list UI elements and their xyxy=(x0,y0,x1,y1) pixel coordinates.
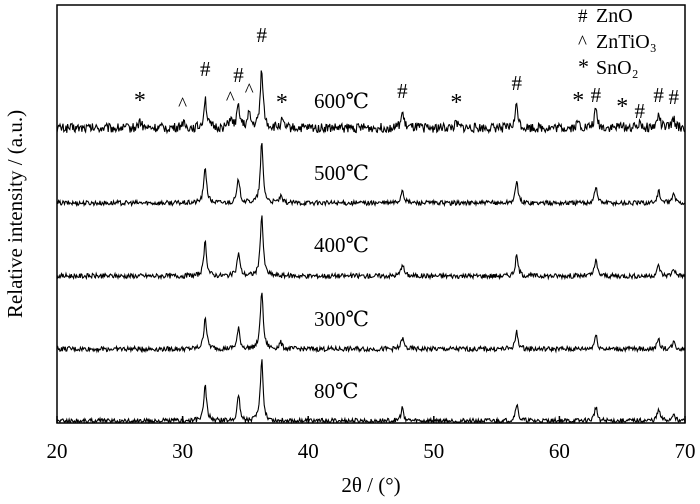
series-label: 600℃ xyxy=(314,89,369,113)
peak-marker: ^ xyxy=(226,88,235,109)
peak-marker: * xyxy=(276,90,288,116)
peak-marker: # xyxy=(511,71,522,95)
series-line xyxy=(56,142,686,208)
legend-symbol: * xyxy=(578,54,589,79)
y-axis-label: Relative intensity / (a.u.) xyxy=(3,110,27,318)
peak-marker: # xyxy=(397,79,408,103)
peak-marker-layer: * ^#^#^#* # *#* # * ## # xyxy=(134,23,680,123)
legend-symbol: # xyxy=(578,6,588,27)
x-tick-label: 60 xyxy=(549,439,570,463)
series-label: 500℃ xyxy=(314,161,369,185)
plot-frame xyxy=(56,4,686,424)
peak-marker: ^ xyxy=(178,94,187,115)
series-line xyxy=(56,215,686,281)
peak-marker: * xyxy=(572,88,584,114)
x-axis-ticks: 20 30 40 50 60 70 xyxy=(47,416,696,463)
peak-marker: # xyxy=(233,63,244,87)
x-axis-label: 2θ / (°) xyxy=(341,473,400,497)
x-tick-label: 70 xyxy=(675,439,696,463)
legend-label: ZnO xyxy=(596,5,633,27)
peak-marker: # xyxy=(668,85,679,109)
peak-marker: # xyxy=(635,99,646,123)
peak-marker: ^ xyxy=(245,80,254,101)
series-line xyxy=(56,359,686,425)
peak-marker: # xyxy=(591,83,602,107)
series-label-layer: 600℃ 500℃ 400℃ 300℃ 80℃ xyxy=(314,89,369,403)
legend-label: SnO₂ xyxy=(596,57,639,79)
peak-marker: * xyxy=(134,88,146,114)
series-line xyxy=(56,70,686,135)
series-layer xyxy=(56,70,686,425)
x-tick-label: 40 xyxy=(298,439,319,463)
plot-border xyxy=(56,4,686,424)
legend-symbol: ^ xyxy=(578,32,587,53)
peak-marker: * xyxy=(450,90,462,116)
series-label: 80℃ xyxy=(314,379,359,403)
series-label: 300℃ xyxy=(314,307,369,331)
peak-marker: # xyxy=(200,57,211,81)
series-line xyxy=(56,292,686,354)
peak-marker: * xyxy=(616,94,628,120)
x-tick-label: 50 xyxy=(423,439,444,463)
peak-marker: # xyxy=(256,23,267,47)
peak-marker: # xyxy=(653,83,664,107)
series-label: 400℃ xyxy=(314,233,369,257)
legend-label: ZnTiO₃ xyxy=(596,31,657,53)
x-tick-label: 30 xyxy=(172,439,193,463)
x-tick-label: 20 xyxy=(47,439,68,463)
legend: # ZnO ^ ZnTiO₃ * SnO₂ xyxy=(578,5,657,79)
